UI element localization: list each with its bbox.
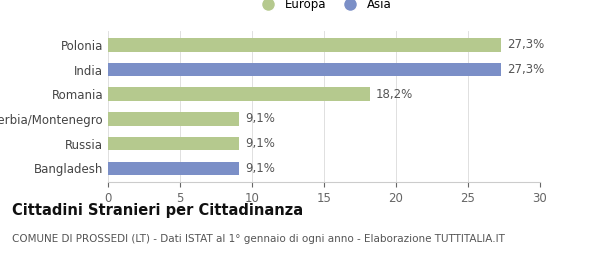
Text: COMUNE DI PROSSEDI (LT) - Dati ISTAT al 1° gennaio di ogni anno - Elaborazione T: COMUNE DI PROSSEDI (LT) - Dati ISTAT al …: [12, 234, 505, 244]
Text: 9,1%: 9,1%: [245, 113, 275, 126]
Text: 9,1%: 9,1%: [245, 162, 275, 175]
Bar: [108, 63, 501, 76]
Text: 27,3%: 27,3%: [507, 38, 544, 51]
Bar: [108, 112, 239, 126]
Bar: [108, 137, 239, 151]
Bar: [108, 38, 501, 52]
Text: 9,1%: 9,1%: [245, 137, 275, 150]
Text: 27,3%: 27,3%: [507, 63, 544, 76]
Bar: [108, 87, 370, 101]
Bar: [108, 161, 239, 175]
Text: 18,2%: 18,2%: [376, 88, 413, 101]
Text: Cittadini Stranieri per Cittadinanza: Cittadini Stranieri per Cittadinanza: [12, 203, 303, 218]
Legend: Europa, Asia: Europa, Asia: [253, 0, 395, 15]
